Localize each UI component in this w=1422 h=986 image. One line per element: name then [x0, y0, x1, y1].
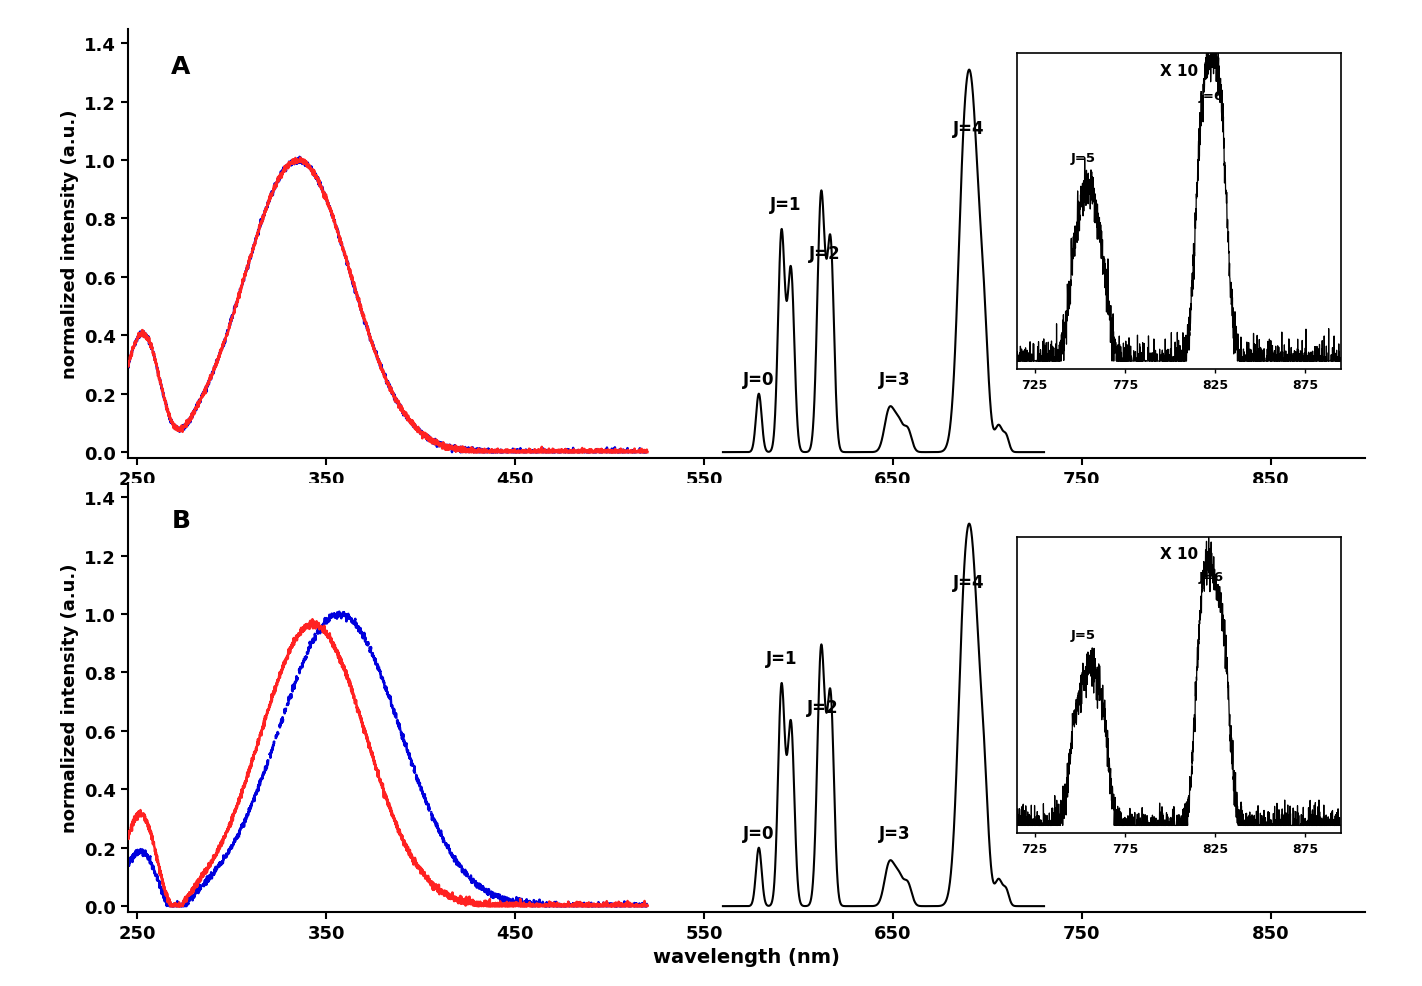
- Text: B: B: [171, 509, 191, 532]
- Text: J=4: J=4: [953, 119, 984, 137]
- Text: J=1: J=1: [765, 649, 798, 667]
- Text: J=0: J=0: [744, 371, 775, 388]
- Text: J=3: J=3: [879, 371, 910, 388]
- Text: J=3: J=3: [879, 824, 910, 842]
- Text: X 10: X 10: [1160, 546, 1197, 561]
- Text: J=5: J=5: [1071, 628, 1096, 642]
- Text: J=1: J=1: [769, 195, 801, 213]
- Y-axis label: normalized intensity (a.u.): normalized intensity (a.u.): [61, 563, 78, 832]
- Text: J=6: J=6: [1199, 570, 1224, 584]
- Text: J=6: J=6: [1199, 90, 1224, 104]
- Text: J=0: J=0: [744, 824, 775, 842]
- Text: J=2: J=2: [808, 698, 839, 717]
- Text: J=5: J=5: [1071, 152, 1096, 165]
- Text: J=2: J=2: [809, 245, 840, 263]
- Y-axis label: normalized intensity (a.u.): normalized intensity (a.u.): [61, 109, 78, 379]
- Text: A: A: [171, 55, 191, 79]
- X-axis label: wavelength (nm): wavelength (nm): [653, 948, 840, 966]
- Text: J=4: J=4: [953, 573, 984, 591]
- Text: X 10: X 10: [1160, 64, 1197, 79]
